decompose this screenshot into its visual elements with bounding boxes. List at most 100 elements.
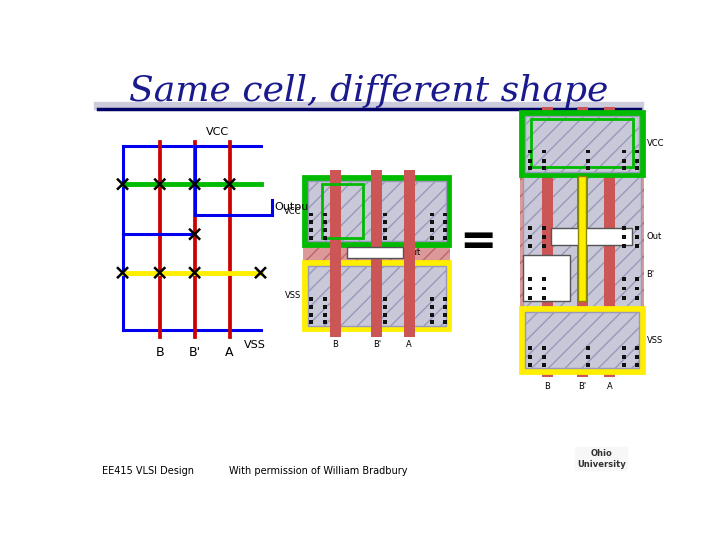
Bar [635, 287, 639, 291]
Bar [586, 166, 590, 170]
Bar [323, 298, 327, 301]
Bar [310, 228, 313, 232]
Bar [383, 313, 387, 316]
Bar [542, 363, 546, 367]
Bar [622, 166, 626, 170]
Bar [525, 116, 639, 172]
Bar [404, 170, 415, 336]
Bar [586, 150, 590, 153]
Bar [622, 244, 626, 248]
Bar [520, 111, 644, 373]
Bar [635, 346, 639, 350]
Text: =: = [459, 220, 496, 264]
Bar [323, 320, 327, 325]
Bar [310, 236, 313, 240]
Bar [604, 107, 615, 377]
Bar [431, 313, 434, 316]
Bar [635, 226, 639, 230]
Bar [431, 298, 434, 301]
Bar [542, 107, 553, 377]
Bar [383, 236, 387, 240]
Bar [528, 166, 532, 170]
Bar [303, 261, 451, 330]
Bar [542, 244, 546, 248]
Bar [542, 159, 546, 163]
Bar [520, 307, 644, 373]
Bar [577, 107, 588, 377]
Bar [542, 296, 546, 300]
Bar [528, 235, 532, 239]
Bar [622, 296, 626, 300]
Bar [310, 305, 313, 309]
Bar [443, 213, 446, 217]
Bar [310, 313, 313, 316]
Bar [586, 159, 590, 163]
Bar [383, 298, 387, 301]
Bar [635, 159, 639, 163]
Bar [443, 298, 446, 301]
Bar [323, 305, 327, 309]
Bar [310, 320, 313, 325]
Bar [330, 170, 341, 336]
Bar [622, 159, 626, 163]
Bar [531, 119, 634, 167]
Bar [635, 235, 639, 239]
Bar [443, 313, 446, 316]
Bar [622, 150, 626, 153]
Bar [323, 313, 327, 316]
Bar [622, 226, 626, 230]
Bar [372, 170, 382, 336]
Bar [542, 278, 546, 281]
Bar [542, 235, 546, 239]
Bar [622, 235, 626, 239]
Bar [323, 228, 327, 232]
Bar [303, 177, 451, 330]
Bar [431, 320, 434, 325]
Bar [323, 220, 327, 224]
Bar [586, 346, 590, 350]
Bar [635, 166, 639, 170]
Bar [307, 181, 446, 241]
Bar [586, 355, 590, 359]
Bar [310, 298, 313, 301]
Text: VSS: VSS [285, 291, 302, 300]
Bar [528, 278, 532, 281]
Text: B: B [544, 382, 550, 391]
Bar [578, 177, 586, 301]
Bar [383, 220, 387, 224]
Text: Same cell, different shape: Same cell, different shape [130, 74, 608, 108]
Text: With permission of William Bradbury: With permission of William Bradbury [230, 467, 408, 476]
Bar [528, 244, 532, 248]
Bar [528, 346, 532, 350]
Bar [443, 220, 446, 224]
Bar [310, 220, 313, 224]
Text: Out: Out [405, 248, 420, 257]
Bar [542, 226, 546, 230]
Bar [542, 166, 546, 170]
Bar [622, 278, 626, 281]
Bar [383, 228, 387, 232]
Text: B: B [333, 340, 338, 349]
Bar [303, 177, 451, 246]
Bar [528, 296, 532, 300]
Bar [635, 363, 639, 367]
Bar [551, 227, 631, 245]
Bar [431, 213, 434, 217]
Bar [635, 150, 639, 153]
Text: VCC: VCC [647, 139, 664, 148]
Text: VSS: VSS [243, 340, 266, 350]
Bar [528, 226, 532, 230]
Bar [542, 346, 546, 350]
Bar [528, 159, 532, 163]
Bar [347, 247, 403, 258]
Bar [542, 355, 546, 359]
Bar [622, 355, 626, 359]
Text: B': B' [578, 382, 586, 391]
Bar [431, 228, 434, 232]
Text: EE415 VLSI Design: EE415 VLSI Design [102, 467, 194, 476]
Bar [542, 287, 546, 291]
Text: B': B' [189, 346, 201, 359]
Bar [635, 355, 639, 359]
Bar [635, 278, 639, 281]
Text: Output: Output [274, 202, 313, 212]
